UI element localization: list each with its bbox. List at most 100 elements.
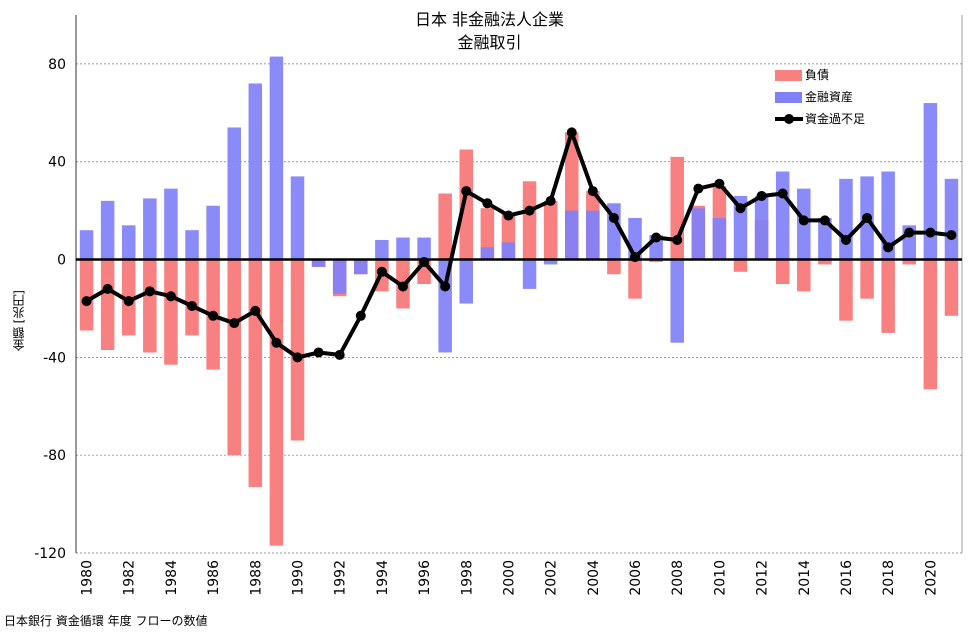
bar-financial-assets <box>480 247 495 260</box>
bar-financial-assets <box>185 230 199 260</box>
tick-labels: 80 40 0 -40 -80 -120 1980 1982 1984 1986 1988 1990 1… <box>34 57 939 596</box>
bar-liabilities <box>185 259 199 336</box>
bar-liabilities <box>269 259 284 546</box>
bar-liabilities <box>100 259 115 351</box>
bar-liabilities <box>480 208 495 260</box>
x-tick-label: 2018 <box>881 560 897 596</box>
point-net-lending <box>292 352 303 363</box>
bar-liabilities <box>543 200 558 260</box>
bar-financial-assets <box>775 171 790 260</box>
x-tick-label: 2016 <box>839 560 855 596</box>
x-tick-label: 1990 <box>291 560 307 596</box>
y-tick-label: 0 <box>57 253 66 269</box>
chart-title: 日本 非金融法人企業 <box>414 10 565 29</box>
point-net-lending <box>123 296 134 307</box>
bar-financial-assets <box>206 205 220 260</box>
x-tick-label: 1992 <box>333 560 349 596</box>
legend-label-liabilities: 負債 <box>805 68 830 82</box>
line-series <box>81 127 957 363</box>
x-tick-label: 1988 <box>248 560 264 596</box>
bar-liabilities <box>522 181 537 260</box>
bar-liabilities <box>143 259 157 353</box>
x-tick-label: 1984 <box>164 560 180 596</box>
point-net-lending <box>672 234 683 245</box>
point-net-lending <box>925 227 936 238</box>
point-net-lending <box>735 203 746 214</box>
x-tick-label: 2014 <box>797 560 813 596</box>
bar-financial-assets <box>670 259 684 343</box>
x-tick-label: 2006 <box>628 560 644 596</box>
bar-financial-assets <box>712 217 727 260</box>
legend-label-net-lending: 資金過不足 <box>805 112 866 126</box>
y-tick-label: 40 <box>48 155 66 171</box>
point-net-lending <box>397 281 408 292</box>
bar-series <box>79 56 959 546</box>
x-tick-label: 1986 <box>206 560 222 596</box>
bar-financial-assets <box>269 56 284 260</box>
bar-financial-assets <box>522 259 537 289</box>
point-net-lending <box>355 310 366 321</box>
point-net-lending <box>524 205 535 216</box>
bar-financial-assets <box>121 225 136 260</box>
point-net-lending <box>608 212 619 223</box>
point-net-lending <box>144 286 155 297</box>
bar-liabilities <box>290 259 305 441</box>
point-net-lending <box>904 227 915 238</box>
bar-financial-assets <box>143 198 157 260</box>
legend-marker-net-lending <box>784 114 794 124</box>
point-net-lending <box>376 266 387 277</box>
bar-liabilities <box>797 259 811 292</box>
bar-liabilities <box>164 259 178 365</box>
bar-financial-assets <box>100 200 115 260</box>
bar-liabilities <box>923 259 938 390</box>
point-net-lending <box>187 301 198 312</box>
bar-financial-assets <box>564 210 579 260</box>
legend-swatch-liabilities <box>775 70 802 81</box>
point-net-lending <box>419 256 430 267</box>
point-net-lending <box>840 234 851 245</box>
point-net-lending <box>862 212 873 223</box>
x-tick-label: 1982 <box>122 560 138 596</box>
point-net-lending <box>566 127 577 138</box>
bar-liabilities <box>902 259 917 265</box>
bar-financial-assets <box>79 230 94 260</box>
x-tick-label: 2002 <box>544 560 560 596</box>
bar-liabilities <box>248 259 263 487</box>
point-net-lending <box>946 230 957 241</box>
point-net-lending <box>102 283 113 294</box>
x-tick-label: 2008 <box>670 560 686 596</box>
bar-financial-assets <box>164 188 178 260</box>
chart-subtitle: 金融取引 <box>457 33 522 52</box>
x-tick-label: 2012 <box>755 560 771 596</box>
bar-financial-assets <box>248 83 263 260</box>
point-net-lending <box>630 252 641 263</box>
y-tick-label: -80 <box>43 448 66 464</box>
x-tick-label: 2000 <box>501 560 517 596</box>
bar-financial-assets <box>923 103 938 260</box>
bar-liabilities <box>839 259 853 321</box>
y-tick-label: 80 <box>48 57 66 73</box>
point-net-lending <box>756 190 767 201</box>
legend-swatch-financial-assets <box>775 92 802 103</box>
bar-financial-assets <box>332 259 347 294</box>
point-net-lending <box>440 281 451 292</box>
axes <box>75 15 963 553</box>
point-net-lending <box>503 210 514 221</box>
bar-financial-assets <box>290 176 305 260</box>
y-axis-label: 金額 [兆円] <box>12 290 26 352</box>
point-net-lending <box>651 232 662 243</box>
point-net-lending <box>81 296 92 307</box>
bar-liabilities <box>438 193 452 260</box>
point-net-lending <box>798 215 809 226</box>
point-net-lending <box>883 242 894 253</box>
bar-liabilities <box>860 259 874 299</box>
bar-liabilities <box>607 259 621 275</box>
x-tick-label: 2010 <box>712 560 728 596</box>
point-net-lending <box>587 186 598 197</box>
point-net-lending <box>271 337 282 348</box>
x-tick-label: 1980 <box>80 560 96 596</box>
bar-financial-assets <box>227 127 241 260</box>
point-net-lending <box>313 347 324 358</box>
bar-liabilities <box>459 149 474 260</box>
point-net-lending <box>777 188 788 199</box>
